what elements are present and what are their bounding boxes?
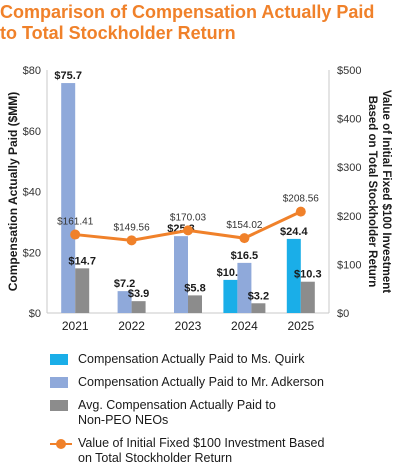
bar-2023-series-2 xyxy=(188,295,202,313)
y-tick-label-left: $40 xyxy=(23,187,41,199)
chart-title: Comparison of Compensation Actually Paid… xyxy=(0,2,390,44)
bar-label-2023-series-2: $5.8 xyxy=(184,282,205,294)
tsr-point-2025 xyxy=(295,206,306,217)
bar-label-2021-series-2: $14.7 xyxy=(68,255,96,267)
bar-2021-series-2 xyxy=(75,268,90,313)
chart-legend: Compensation Actually Paid to Ms. Quirk … xyxy=(50,352,395,474)
bar-2024-series-2 xyxy=(251,303,266,313)
y-tick-label-left: $0 xyxy=(29,308,41,320)
y-tick-label-right: $500 xyxy=(337,65,361,77)
x-tick-label: 2021 xyxy=(62,319,89,333)
bar-label-2024-series-1: $16.5 xyxy=(231,250,259,262)
y-tick-label-right: $200 xyxy=(337,211,361,223)
x-tick-label: 2024 xyxy=(231,319,258,333)
tsr-label-2021: $161.41 xyxy=(57,217,94,228)
x-tick-label: 2022 xyxy=(118,319,145,333)
bar-label-2021-series-1: $75.7 xyxy=(54,70,82,82)
legend-label-tsr-line-1: Value of Initial Fixed $100 Investment B… xyxy=(78,436,325,450)
y-axis-label-right-line-1: Value of Initial Fixed $100 Investment xyxy=(380,90,392,293)
legend-swatch-neos xyxy=(50,400,68,411)
bar-label-2022-series-1: $7.2 xyxy=(114,278,135,290)
bar-2025-series-2 xyxy=(300,281,315,313)
legend-item-quirk: Compensation Actually Paid to Ms. Quirk xyxy=(50,352,395,367)
tsr-label-2023: $170.03 xyxy=(170,212,207,223)
bar-2023-series-1 xyxy=(174,236,188,313)
tsr-label-2024: $154.02 xyxy=(226,220,263,231)
chart-title-line-1: Comparison of Compensation Actually Paid xyxy=(0,2,375,22)
bar-label-2024-series-0: $10.9 xyxy=(217,267,245,279)
tsr-label-2022: $149.56 xyxy=(114,222,151,233)
legend-swatch-quirk xyxy=(50,354,68,365)
tsr-point-2022 xyxy=(126,235,137,246)
x-tick-label: 2023 xyxy=(175,319,202,333)
bar-2025-series-0 xyxy=(286,238,301,313)
y-tick-label-right: $0 xyxy=(337,308,349,320)
bar-2021-series-1 xyxy=(61,83,76,313)
x-tick-label: 2025 xyxy=(287,319,314,333)
y-axis-label-left: Compensation Actually Paid ($MM) xyxy=(6,92,20,292)
bar-label-2025-series-2: $10.3 xyxy=(294,269,322,281)
y-tick-label-left: $20 xyxy=(23,247,41,259)
y-tick-label-right: $100 xyxy=(337,259,361,271)
chart-title-line-2: to Total Stockholder Return xyxy=(0,23,236,43)
bar-2022-series-2 xyxy=(131,301,146,313)
legend-label-adkerson: Compensation Actually Paid to Mr. Adkers… xyxy=(78,375,324,389)
legend-item-adkerson: Compensation Actually Paid to Mr. Adkers… xyxy=(50,375,395,390)
legend-item-neos: Avg. Compensation Actually Paid to Non-P… xyxy=(50,398,395,428)
legend-label-tsr-line-2: on Total Stockholder Return xyxy=(78,451,233,465)
tsr-label-2025: $208.56 xyxy=(283,194,320,205)
legend-label-neos-line-1: Avg. Compensation Actually Paid to xyxy=(78,398,276,412)
y-tick-label-right: $300 xyxy=(337,162,361,174)
tsr-point-2023 xyxy=(183,225,193,236)
legend-item-tsr: Value of Initial Fixed $100 Investment B… xyxy=(50,436,395,466)
y-tick-label-left: $60 xyxy=(23,126,41,138)
bar-label-2024-series-2: $3.2 xyxy=(248,290,269,302)
y-axis-label-right-line-2: Based on Total Stockholder Return xyxy=(366,96,378,287)
bar-2024-series-1 xyxy=(237,262,252,313)
tsr-point-2024 xyxy=(239,233,250,244)
tsr-point-2021 xyxy=(70,229,81,240)
bar-label-2025-series-0: $24.4 xyxy=(280,226,308,238)
y-tick-label-left: $80 xyxy=(23,65,41,77)
bar-label-2022-series-2: $3.9 xyxy=(128,288,149,300)
legend-swatch-tsr-dot xyxy=(56,439,66,449)
legend-label-neos-line-2: Non-PEO NEOs xyxy=(78,413,169,427)
legend-label-quirk: Compensation Actually Paid to Ms. Quirk xyxy=(78,352,305,366)
bar-2022-series-1 xyxy=(117,291,132,313)
legend-swatch-adkerson xyxy=(50,377,68,388)
chart-svg: $0 $20 $40 $60 $80 $0 $100 $200 $300 $400 $500 Comp… xyxy=(6,65,392,333)
bar-2024-series-0 xyxy=(223,279,238,313)
y-tick-label-right: $400 xyxy=(337,114,361,126)
